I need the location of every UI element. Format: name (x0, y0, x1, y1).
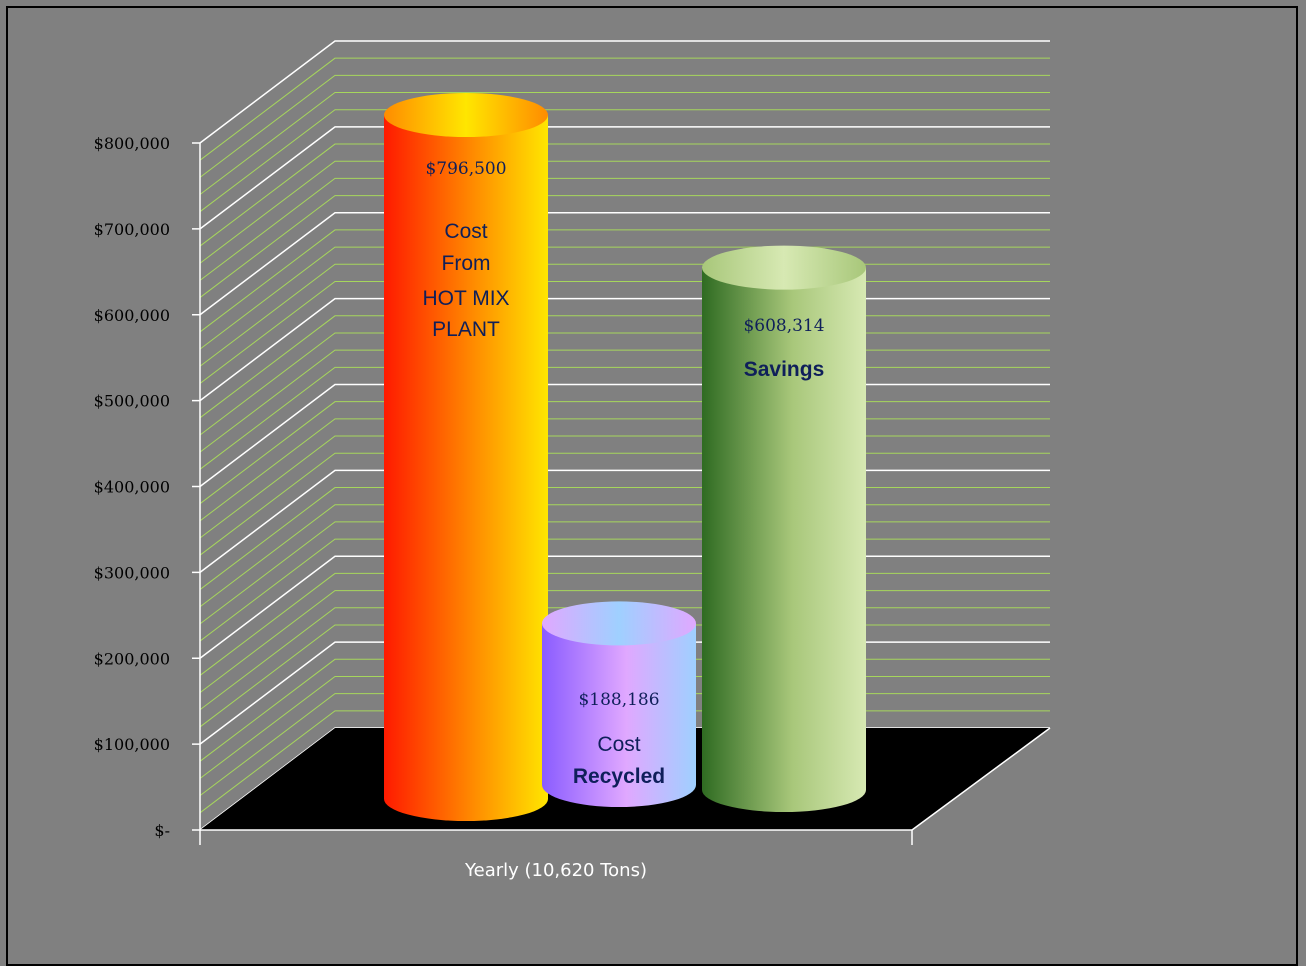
x-category-label: Yearly (10,620 Tons) (464, 860, 647, 881)
bar-1-text-line: From (442, 252, 491, 275)
bar-1-text-line: PLANT (432, 318, 500, 341)
minor-gridline (199, 487, 1050, 590)
bar-2 (542, 623, 696, 807)
axis-layer: $- $100,000 $200,000 $300,000 $400,000 $500,0… (94, 134, 1051, 845)
minor-gridline (199, 143, 1050, 247)
minor-gridline (199, 160, 1050, 264)
y-tick-label: $600,000 (94, 306, 170, 325)
bar-2-bold-label: Recycled (573, 765, 665, 788)
minor-gridline (199, 315, 1050, 419)
y-tick-label: $300,000 (94, 563, 170, 582)
minor-gridline (199, 177, 1050, 281)
y-tick-label: $500,000 (94, 392, 170, 411)
y-tick-label: $200,000 (94, 649, 170, 668)
y-tick-label: $700,000 (94, 220, 170, 239)
minor-gridline (199, 435, 1050, 539)
bar-1-text-line: Cost (444, 220, 487, 243)
y-tick-label: $400,000 (94, 478, 170, 497)
y-tick-label: $- (154, 821, 170, 840)
minor-gridline (199, 452, 1050, 556)
minor-gridline (199, 366, 1050, 470)
bars-layer (384, 93, 866, 822)
bar-3-top (702, 245, 866, 290)
major-gridline (199, 297, 1050, 402)
minor-gridline (199, 263, 1050, 367)
major-gridline (199, 383, 1050, 488)
bar-1 (384, 115, 548, 822)
minor-gridline (199, 229, 1050, 333)
bar-1-top (384, 93, 548, 138)
bar-3 (702, 267, 866, 812)
minor-gridline (199, 195, 1050, 298)
minor-gridline (199, 57, 1050, 161)
minor-gridline (199, 92, 1050, 195)
bar-2-top (542, 601, 696, 646)
bar-3-value-label: $608,314 (743, 316, 824, 336)
minor-gridline (199, 109, 1050, 213)
floor-edge (911, 727, 1051, 831)
y-tick-label: $100,000 (94, 735, 170, 754)
labels-layer: Yearly (10,620 Tons) $796,500 Cost From HOT … (422, 159, 824, 881)
bar-1-text-line: HOT MIX (422, 287, 509, 310)
bar-1-value-label: $796,500 (425, 159, 506, 179)
bar-3-bold-label: Savings (744, 358, 825, 381)
minor-gridline (199, 401, 1050, 505)
minor-gridline (199, 74, 1050, 178)
bar-2-text-line: Cost (597, 733, 640, 756)
major-gridline (199, 126, 1050, 230)
minor-gridline (199, 280, 1050, 384)
major-gridline (199, 212, 1050, 316)
bar-2-value-label: $188,186 (578, 690, 659, 710)
major-gridline (199, 469, 1050, 573)
minor-gridline (199, 349, 1050, 453)
major-gridline (199, 40, 1050, 144)
y-tick-label: $800,000 (94, 134, 170, 153)
